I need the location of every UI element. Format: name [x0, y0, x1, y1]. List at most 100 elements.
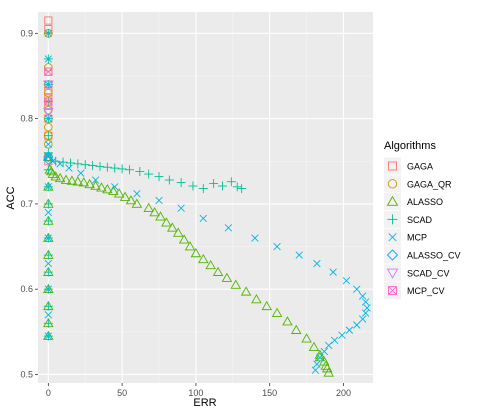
point-alasso [198, 253, 209, 264]
point-alasso [131, 198, 143, 208]
point-alasso [119, 191, 131, 201]
point-mcp [320, 347, 328, 356]
point-scad [80, 160, 90, 170]
point-scad [43, 199, 53, 209]
y-tick-label: 0.6 [20, 284, 33, 294]
point-alasso [78, 177, 90, 187]
point-scad [144, 169, 154, 179]
point-alasso [251, 294, 262, 304]
point-alasso [143, 202, 154, 212]
point-scad [124, 165, 134, 175]
point-alasso [113, 188, 125, 198]
x-axis-ticks: 0 50 100 150 200 [46, 383, 351, 398]
point-alasso [184, 241, 196, 251]
point-scad [65, 158, 75, 168]
point-mcp [177, 204, 185, 212]
legend-label-gaga-qr: GAGA_QR [407, 179, 452, 189]
point-mcp-cv [44, 97, 53, 106]
point-mcp [44, 332, 53, 340]
point-mcp [363, 304, 371, 312]
point-mcp [155, 196, 163, 205]
point-mcp [133, 189, 141, 198]
y-tick-label: 0.8 [20, 114, 33, 124]
point-alasso [230, 279, 242, 289]
point-alasso [72, 176, 84, 186]
point-alasso [155, 211, 166, 221]
point-alasso [96, 182, 107, 192]
point-scad [209, 178, 219, 188]
point-scad [117, 164, 127, 174]
point-alasso [190, 247, 202, 258]
point-mcp [313, 360, 321, 368]
x-tick-label: 50 [117, 388, 127, 398]
legend-symbol-mcp-cv [388, 286, 397, 296]
legend-key-alasso [384, 193, 401, 211]
point-mcp [358, 292, 367, 300]
point-mcp [313, 259, 321, 268]
point-mcp [44, 311, 53, 319]
legend: Algorithms GAGA GAGA_QR ALASSO SCAD MCP ALASS… [384, 140, 461, 300]
legend-symbol-scad [387, 214, 398, 225]
y-axis-ticks: 0.5 0.6 0.7 0.8 0.9 [20, 28, 38, 379]
point-mcp [295, 251, 303, 259]
point-mcp-cv [44, 67, 53, 76]
point-scad [43, 131, 53, 141]
point-mcp [353, 285, 361, 293]
legend-label-scad: SCAD [407, 215, 433, 225]
point-alasso [84, 178, 95, 189]
point-mcp [316, 353, 324, 362]
point-scad-cv [43, 107, 54, 118]
point-alasso [240, 286, 252, 296]
y-tick-label: 0.5 [20, 369, 33, 379]
point-mcp [44, 29, 53, 38]
x-axis-title: ERR [193, 397, 216, 409]
point-mcp [345, 326, 354, 334]
legend-key-gaga-qr [384, 175, 401, 193]
legend-symbol-scad-cv [386, 268, 399, 279]
point-alasso [60, 174, 72, 184]
point-mcp [77, 169, 85, 177]
point-scad [110, 163, 120, 173]
point-mcp [361, 309, 370, 317]
legend-label-mcp-cv: MCP_CV [407, 286, 445, 296]
point-mcp [111, 183, 119, 191]
point-alasso-cv [43, 154, 54, 165]
point-scad [176, 178, 186, 188]
point-scad [58, 157, 68, 167]
point-alasso [167, 222, 178, 232]
point-mcp [91, 176, 100, 184]
point-mcp [44, 140, 53, 148]
point-mcp [56, 160, 64, 168]
y-axis-title: ACC [5, 186, 17, 209]
y-tick-label: 0.7 [20, 199, 33, 209]
point-scad [232, 182, 242, 192]
point-alasso [125, 195, 137, 205]
point-alasso [161, 217, 172, 227]
point-scad [154, 172, 164, 182]
legend-symbol-alasso-cv [386, 249, 399, 261]
point-scad [43, 267, 53, 277]
grid [38, 12, 373, 383]
point-alasso [212, 266, 224, 276]
point-scad [135, 166, 145, 176]
point-gaga [44, 16, 53, 25]
point-alasso [282, 316, 293, 326]
point-mcp [44, 259, 53, 268]
point-alasso [90, 180, 101, 190]
legend-key-gaga [384, 157, 401, 175]
point-mcp [329, 268, 337, 276]
point-mcp [44, 285, 53, 293]
x-tick-label: 150 [262, 388, 277, 398]
point-mcp [273, 242, 281, 251]
point-alasso [102, 183, 113, 194]
x-tick-label: 200 [336, 388, 351, 398]
point-mcp [199, 214, 207, 223]
point-alasso [314, 349, 326, 359]
point-alasso [178, 234, 190, 244]
legend-label-alasso-cv: ALASSO_CV [407, 251, 461, 261]
point-mcp [44, 55, 53, 63]
point-mcp [358, 315, 367, 323]
point-scad [43, 250, 53, 260]
point-scad [198, 184, 208, 194]
